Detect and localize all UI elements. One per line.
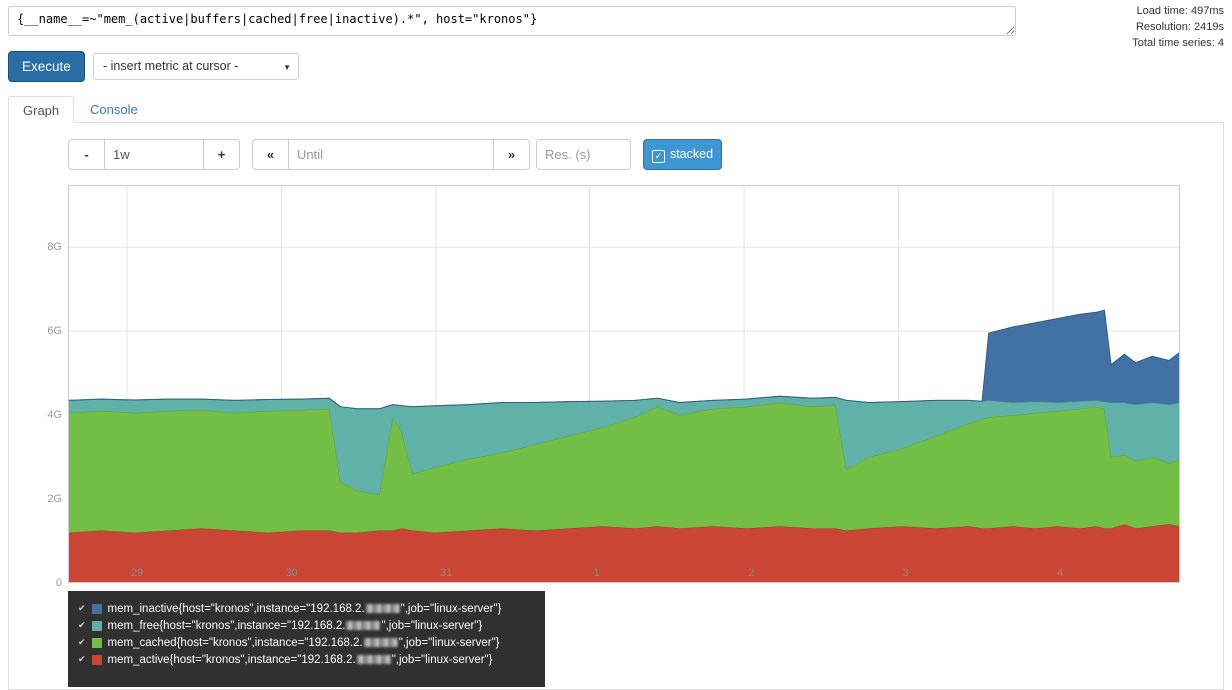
- y-tick-label: 2G: [47, 493, 62, 506]
- stacked-area-chart: [68, 185, 1180, 583]
- check-icon: ✔: [78, 654, 86, 664]
- until-input[interactable]: [288, 139, 494, 170]
- chart-plot[interactable]: 29 30 31 1 2 3 4: [68, 185, 1180, 583]
- rewind-icon: «: [266, 147, 275, 162]
- total-time-series: Total time series: 4: [1132, 36, 1224, 49]
- series-color-swatch: [91, 620, 102, 631]
- tab-graph[interactable]: Graph: [8, 96, 75, 123]
- legend-item-mem_free[interactable]: ✔ mem_free{host="kronos",instance="192.16…: [78, 617, 535, 634]
- series-color-swatch: [91, 603, 102, 614]
- stacked-toggle-button[interactable]: ✓ stacked: [643, 139, 722, 170]
- insert-metric-dropdown[interactable]: - insert metric at cursor - ▼: [93, 53, 299, 80]
- load-time: Load time: 497ms: [1136, 5, 1224, 17]
- check-icon: ✔: [78, 637, 86, 647]
- check-icon: ✔: [78, 620, 86, 630]
- legend-item-mem_active[interactable]: ✔ mem_active{host="kronos",instance="192.…: [78, 651, 535, 668]
- series-color-swatch: [91, 654, 102, 665]
- x-tick-label: 31: [440, 567, 453, 579]
- legend: ✔ mem_inactive{host="kronos",instance="19…: [68, 591, 545, 687]
- stacked-label: stacked: [669, 146, 714, 161]
- y-axis: 0 2G 4G 6G 8G: [30, 185, 62, 589]
- query-stats: Load time: 497ms Resolution: 2419s Total…: [1132, 4, 1224, 52]
- resolution: Resolution: 2419s: [1135, 20, 1224, 33]
- x-tick-label: 3: [902, 567, 909, 579]
- redacted-ip: [365, 603, 400, 613]
- y-tick-label: 8G: [47, 241, 62, 254]
- check-icon: ✓: [651, 149, 665, 163]
- legend-item-label: mem_cached{host="kronos",instance="192.1…: [107, 636, 500, 649]
- x-tick-label: 4: [1057, 567, 1064, 579]
- redacted-ip: [346, 620, 381, 630]
- chevron-down-icon: ▼: [283, 63, 291, 72]
- legend-item-mem_inactive[interactable]: ✔ mem_inactive{host="kronos",instance="19…: [78, 600, 535, 617]
- legend-item-label: mem_free{host="kronos",instance="192.168…: [107, 619, 483, 632]
- x-tick-label: 1: [593, 567, 600, 579]
- series-color-swatch: [91, 637, 102, 648]
- legend-item-label: mem_inactive{host="kronos",instance="192…: [107, 602, 502, 615]
- range-decrease-button[interactable]: -: [68, 139, 105, 170]
- time-back-button[interactable]: «: [252, 139, 289, 170]
- fast-forward-icon: »: [507, 147, 516, 162]
- x-tick-label: 30: [285, 567, 298, 579]
- y-tick-label: 0: [55, 577, 62, 589]
- redacted-ip: [356, 654, 391, 664]
- redacted-ip: [363, 637, 398, 647]
- range-increase-button[interactable]: +: [203, 139, 240, 170]
- y-tick-label: 4G: [47, 409, 62, 422]
- time-forward-button[interactable]: »: [493, 139, 530, 170]
- tab-console[interactable]: Console: [90, 102, 138, 117]
- range-input[interactable]: [104, 139, 204, 170]
- check-icon: ✔: [78, 603, 86, 613]
- resolution-input[interactable]: [536, 139, 631, 170]
- y-tick-label: 6G: [47, 325, 62, 338]
- insert-metric-dropdown-label: - insert metric at cursor -: [103, 59, 239, 73]
- execute-button[interactable]: Execute: [8, 51, 85, 82]
- query-expression-input[interactable]: {__name__=~"mem_(active|buffers|cached|f…: [8, 6, 1016, 36]
- x-tick-label: 2: [748, 567, 755, 579]
- legend-item-label: mem_active{host="kronos",instance="192.1…: [107, 653, 493, 666]
- x-tick-label: 29: [130, 567, 144, 579]
- legend-item-mem_cached[interactable]: ✔ mem_cached{host="kronos",instance="192.…: [78, 634, 535, 651]
